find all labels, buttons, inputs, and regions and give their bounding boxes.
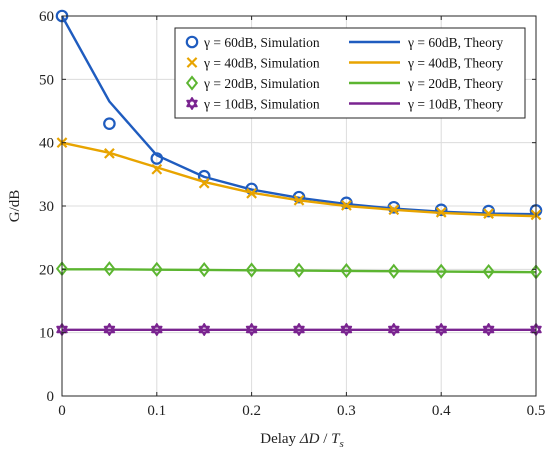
sim-point-10dB — [245, 323, 258, 336]
legend-marker — [185, 35, 199, 49]
axis-ticks: 0 0.1 0.2 0.3 0.4 0.5 0 10 20 30 40 50 60 — [39, 9, 545, 419]
sim-point-20dB — [387, 263, 400, 279]
sim-point-20dB — [435, 263, 448, 279]
series-10dB — [56, 323, 542, 336]
sim-point-60dB — [150, 152, 164, 165]
x-tick-label: 0.4 — [432, 403, 451, 419]
theory-line-20dB — [62, 268, 537, 274]
sim-point-60dB — [103, 117, 116, 130]
x-tick-label: 0 — [58, 403, 66, 419]
x-axis-title-prefix: Delay — [260, 431, 300, 447]
sim-point-20dB — [245, 262, 258, 278]
legend-marker — [186, 57, 198, 68]
sim-point-20dB — [340, 262, 353, 279]
series-60dB — [55, 9, 543, 218]
legend-label-simulation: γ = 40dB, Simulation — [203, 56, 320, 71]
sim-point-10dB — [151, 323, 163, 336]
x-axis-title-delta: ΔD — [299, 431, 320, 447]
sim-point-60dB — [340, 196, 353, 210]
legend-row-60dB: γ = 60dB, Simulation γ = 60dB, Theory — [185, 35, 503, 50]
theory-line-60dB — [60, 15, 537, 216]
y-tick-label: 50 — [39, 72, 54, 88]
legend-label-simulation: γ = 60dB, Simulation — [203, 35, 320, 50]
x-axis-title-t: T — [331, 431, 341, 447]
sim-point-10dB — [340, 323, 353, 336]
series-20dB — [55, 261, 543, 280]
legend-row-40dB: γ = 40dB, Simulation γ = 40dB, Theory — [186, 56, 503, 71]
legend-marker — [186, 97, 198, 110]
y-tick-label: 30 — [39, 199, 54, 215]
sim-point-40dB — [104, 148, 115, 159]
x-axis-title: Delay ΔD / Ts — [260, 431, 344, 450]
sim-point-40dB — [151, 163, 163, 175]
sim-point-10dB — [388, 323, 400, 336]
legend-row-10dB: γ = 10dB, Simulation γ = 10dB, Theory — [186, 97, 503, 112]
series-40dB — [56, 137, 542, 221]
legend-row-20dB: γ = 20dB, Simulation γ = 20dB, Theory — [185, 75, 503, 91]
sim-point-10dB — [482, 323, 495, 336]
legend-marker — [185, 75, 199, 91]
sim-point-20dB — [198, 262, 211, 278]
sim-point-40dB — [341, 199, 352, 211]
y-tick-label: 40 — [39, 136, 54, 152]
legend-label-theory: γ = 40dB, Theory — [407, 56, 503, 71]
sim-point-40dB — [388, 204, 400, 216]
legend-label-simulation: γ = 10dB, Simulation — [203, 97, 320, 112]
sim-point-20dB — [482, 263, 495, 280]
sim-point-10dB — [198, 323, 210, 336]
x-tick-label: 0.2 — [242, 403, 261, 419]
sim-point-60dB — [387, 200, 401, 214]
y-axis-title: G/dB — [7, 190, 23, 223]
theory-line-40dB — [61, 141, 537, 218]
legend-label-simulation: γ = 20dB, Simulation — [203, 76, 320, 91]
sim-point-20dB — [103, 261, 116, 277]
legend-label-theory: γ = 20dB, Theory — [407, 76, 503, 91]
sim-point-40dB — [198, 177, 210, 189]
series-layer — [55, 9, 543, 336]
y-tick-label: 0 — [47, 389, 55, 405]
sim-point-40dB — [246, 187, 257, 199]
x-axis-title-subscript: s — [339, 438, 343, 450]
sim-point-40dB — [483, 208, 494, 219]
y-tick-label: 10 — [39, 326, 54, 342]
sim-point-10dB — [293, 323, 305, 336]
sim-point-20dB — [292, 262, 306, 278]
legend-label-theory: γ = 10dB, Theory — [407, 97, 503, 112]
sim-point-40dB — [435, 206, 447, 218]
sim-point-10dB — [103, 323, 116, 336]
sim-point-60dB — [434, 203, 448, 217]
sim-point-10dB — [435, 323, 447, 336]
x-tick-label: 0.1 — [147, 403, 166, 419]
y-tick-label: 20 — [39, 262, 54, 278]
x-tick-label: 0.3 — [337, 403, 356, 419]
y-tick-label: 60 — [39, 9, 54, 25]
legend-label-theory: γ = 60dB, Theory — [407, 35, 503, 50]
x-tick-label: 0.5 — [527, 403, 546, 419]
sim-point-20dB — [150, 261, 163, 277]
sim-point-40dB — [293, 194, 305, 206]
x-axis-title-slash: / — [319, 431, 331, 447]
sim-point-60dB — [482, 204, 495, 218]
sim-point-60dB — [292, 190, 306, 204]
